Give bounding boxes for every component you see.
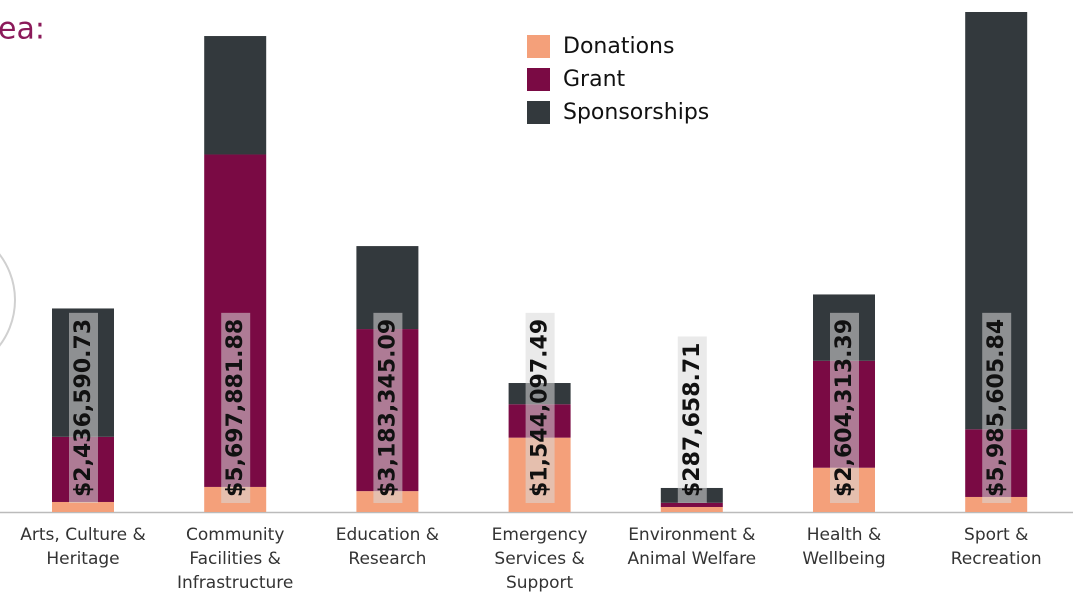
bar-segment bbox=[204, 36, 267, 155]
total-label-bg bbox=[982, 312, 1012, 503]
x-tick-label: Community Facilities & Infrastructure bbox=[177, 525, 294, 593]
legend-swatch bbox=[527, 101, 550, 124]
legend-label: Grant bbox=[563, 67, 626, 92]
total-label: $1,544,097.49 bbox=[528, 319, 553, 497]
legend-label: Sponsorships bbox=[563, 100, 709, 125]
total-label-bg bbox=[69, 312, 98, 503]
bar-segment bbox=[660, 502, 723, 507]
total-label-bg bbox=[221, 312, 251, 503]
x-tick-label: Emergency Services & Support bbox=[491, 525, 588, 593]
total-label-group: $287,658.71 bbox=[677, 336, 707, 503]
decor-circle bbox=[0, 253, 16, 347]
x-tick-label: Health & Wellbeing bbox=[802, 525, 886, 569]
bar-segment bbox=[965, 496, 1028, 512]
total-label-group: $2,436,590.73 bbox=[69, 312, 98, 503]
total-label: $5,697,881.88 bbox=[223, 319, 248, 497]
total-label-bg bbox=[830, 312, 859, 503]
legend-swatch bbox=[527, 35, 550, 58]
bar-segment bbox=[52, 501, 114, 512]
total-label-bg bbox=[677, 336, 707, 503]
x-tick-label: Arts, Culture & Heritage bbox=[20, 525, 146, 569]
total-label: $5,985,605.84 bbox=[984, 319, 1009, 497]
total-label: $2,604,313.39 bbox=[832, 319, 857, 497]
chart-title: ea: bbox=[0, 12, 45, 47]
total-label: $2,436,590.73 bbox=[71, 319, 96, 497]
total-label: $3,183,345.09 bbox=[375, 319, 400, 497]
total-label-group: $3,183,345.09 bbox=[373, 312, 403, 503]
total-label-group: $1,544,097.49 bbox=[525, 312, 555, 503]
legend-swatch bbox=[527, 68, 550, 91]
total-label-group: $2,604,313.39 bbox=[830, 312, 859, 503]
total-label: $287,658.71 bbox=[680, 343, 705, 497]
legend-label: Donations bbox=[563, 34, 674, 59]
x-tick-label: Sport & Recreation bbox=[950, 525, 1042, 569]
x-tick-label: Environment & Animal Welfare bbox=[627, 525, 757, 569]
x-tick-label: Education & Research bbox=[335, 525, 440, 569]
total-label-group: $5,697,881.88 bbox=[221, 312, 251, 503]
total-label-group: $5,985,605.84 bbox=[982, 312, 1012, 503]
total-label-bg bbox=[373, 312, 403, 503]
bar-segment bbox=[660, 506, 723, 512]
total-label-bg bbox=[525, 312, 555, 503]
